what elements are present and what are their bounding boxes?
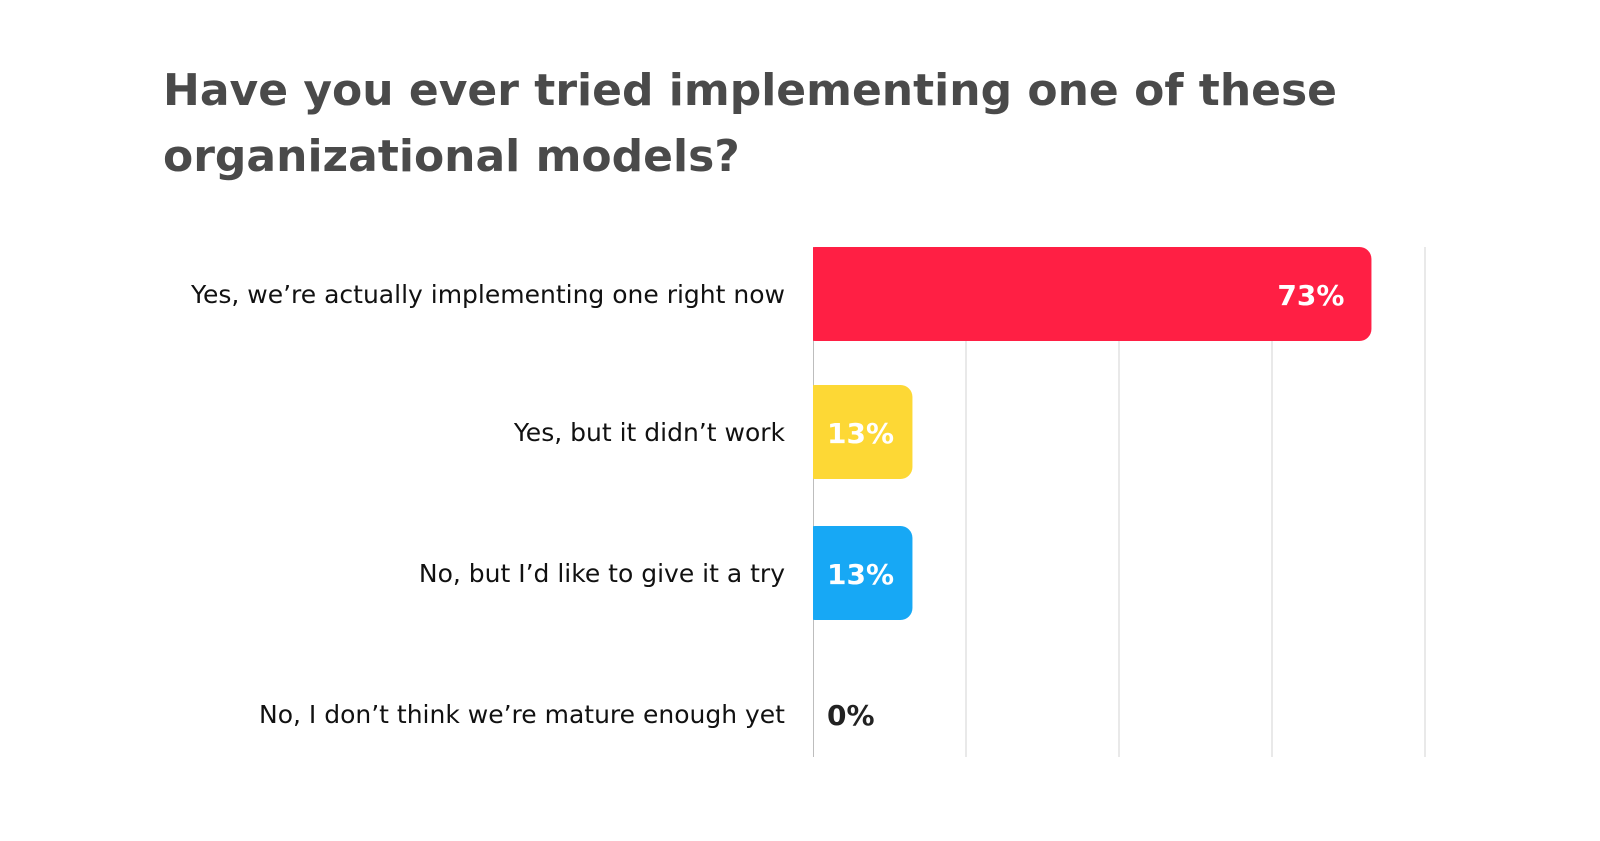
category-label: Yes, we’re actually implementing one rig… [190,280,785,309]
bars [801,247,1372,757]
bar [803,385,913,479]
value-label: 73% [1277,279,1344,312]
chart-title: Have you ever tried implementing one of … [163,65,1338,182]
value-label: 0% [827,699,875,732]
category-label: No, but I’d like to give it a try [419,559,785,588]
category-label: Yes, but it didn’t work [513,418,786,447]
axis-mask [801,247,813,757]
value-labels: 73% 13% 13% 0% [827,279,1344,732]
value-label: 13% [827,417,894,450]
bar [803,247,1372,341]
category-labels: Yes, we’re actually implementing one rig… [190,280,785,729]
bar [803,526,913,620]
category-label: No, I don’t think we’re mature enough ye… [259,700,785,729]
value-label: 13% [827,558,894,591]
